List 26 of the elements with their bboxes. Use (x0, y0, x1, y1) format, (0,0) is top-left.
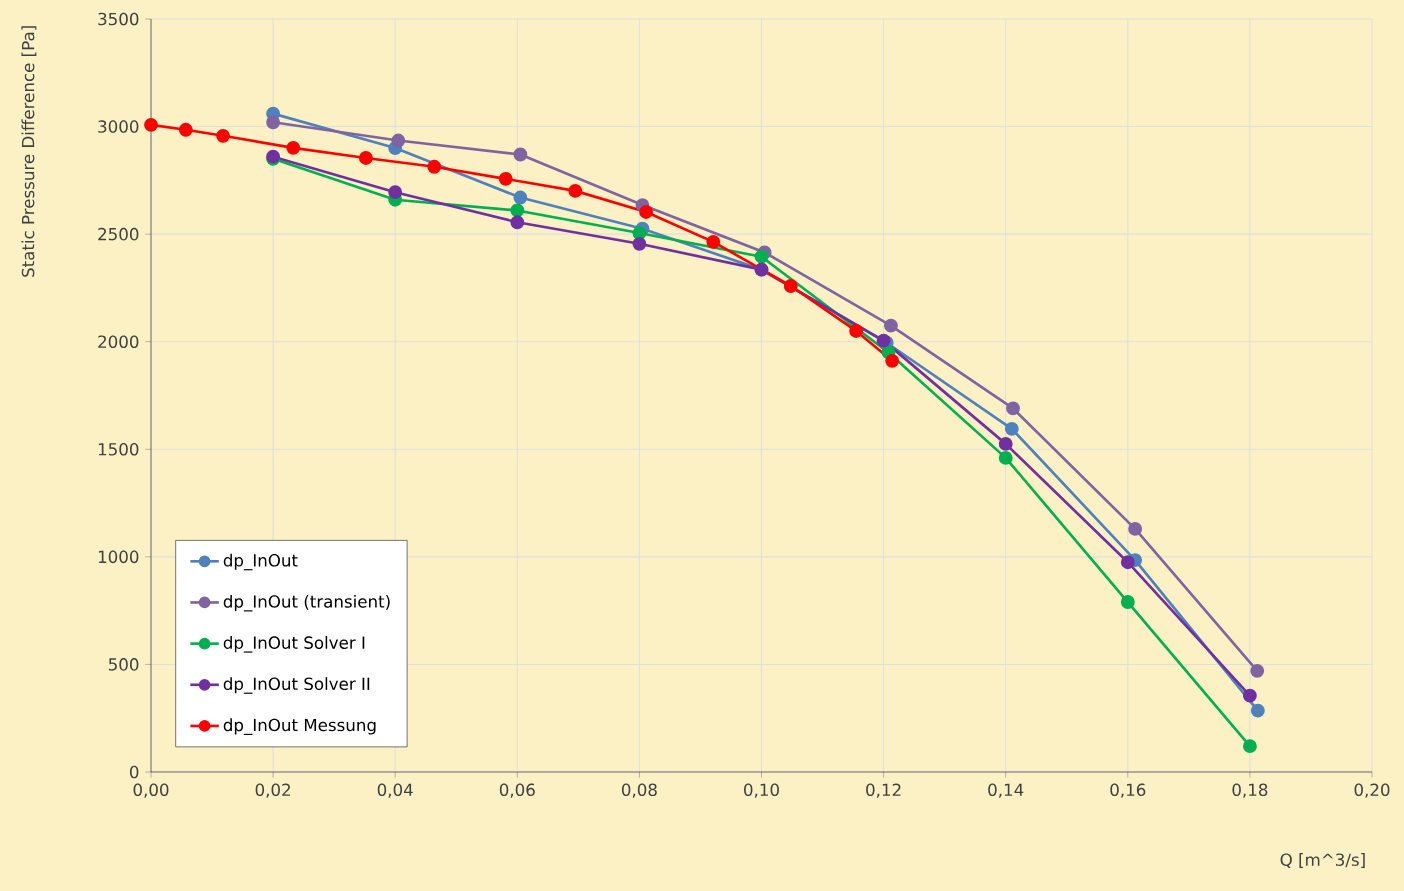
legend-label: dp_InOut (223, 553, 298, 571)
legend-label: dp_InOut Messung (223, 718, 376, 735)
y-tick-label: 0 (130, 765, 139, 779)
x-tick-label: 0,08 (621, 783, 657, 798)
x-tick-label: 0,16 (1110, 783, 1146, 798)
x-tick-label: 0,14 (988, 783, 1024, 798)
y-axis-title: Static Pressure Difference [Pa] (21, 26, 37, 277)
y-tick-label: 2500 (98, 227, 139, 241)
y-tick-label: 500 (108, 658, 139, 671)
legend-label: dp_InOut Solver II (223, 677, 370, 694)
x-tick-label: 0,02 (255, 783, 290, 798)
x-tick-label: 0,06 (499, 783, 535, 798)
y-tick-label: 2000 (98, 335, 139, 348)
y-tick-label: 3000 (98, 120, 139, 133)
x-tick-label: 0,00 (133, 783, 169, 798)
x-axis-title: Q [m^3/s] (1280, 853, 1365, 868)
x-tick-label: 0,18 (1232, 783, 1268, 798)
legend-label: dp_InOut Solver I (223, 636, 365, 653)
x-tick-label: 0,20 (1354, 783, 1390, 798)
x-tick-label: 0,10 (744, 783, 779, 798)
y-tick-label: 1500 (98, 442, 139, 456)
legend-label: dp_InOut (transient) (223, 594, 390, 612)
x-tick-label: 0,04 (377, 783, 413, 798)
y-tick-label: 1000 (98, 550, 139, 564)
x-tick-label: 0,12 (866, 783, 901, 798)
y-tick-label: 3500 (98, 12, 139, 26)
